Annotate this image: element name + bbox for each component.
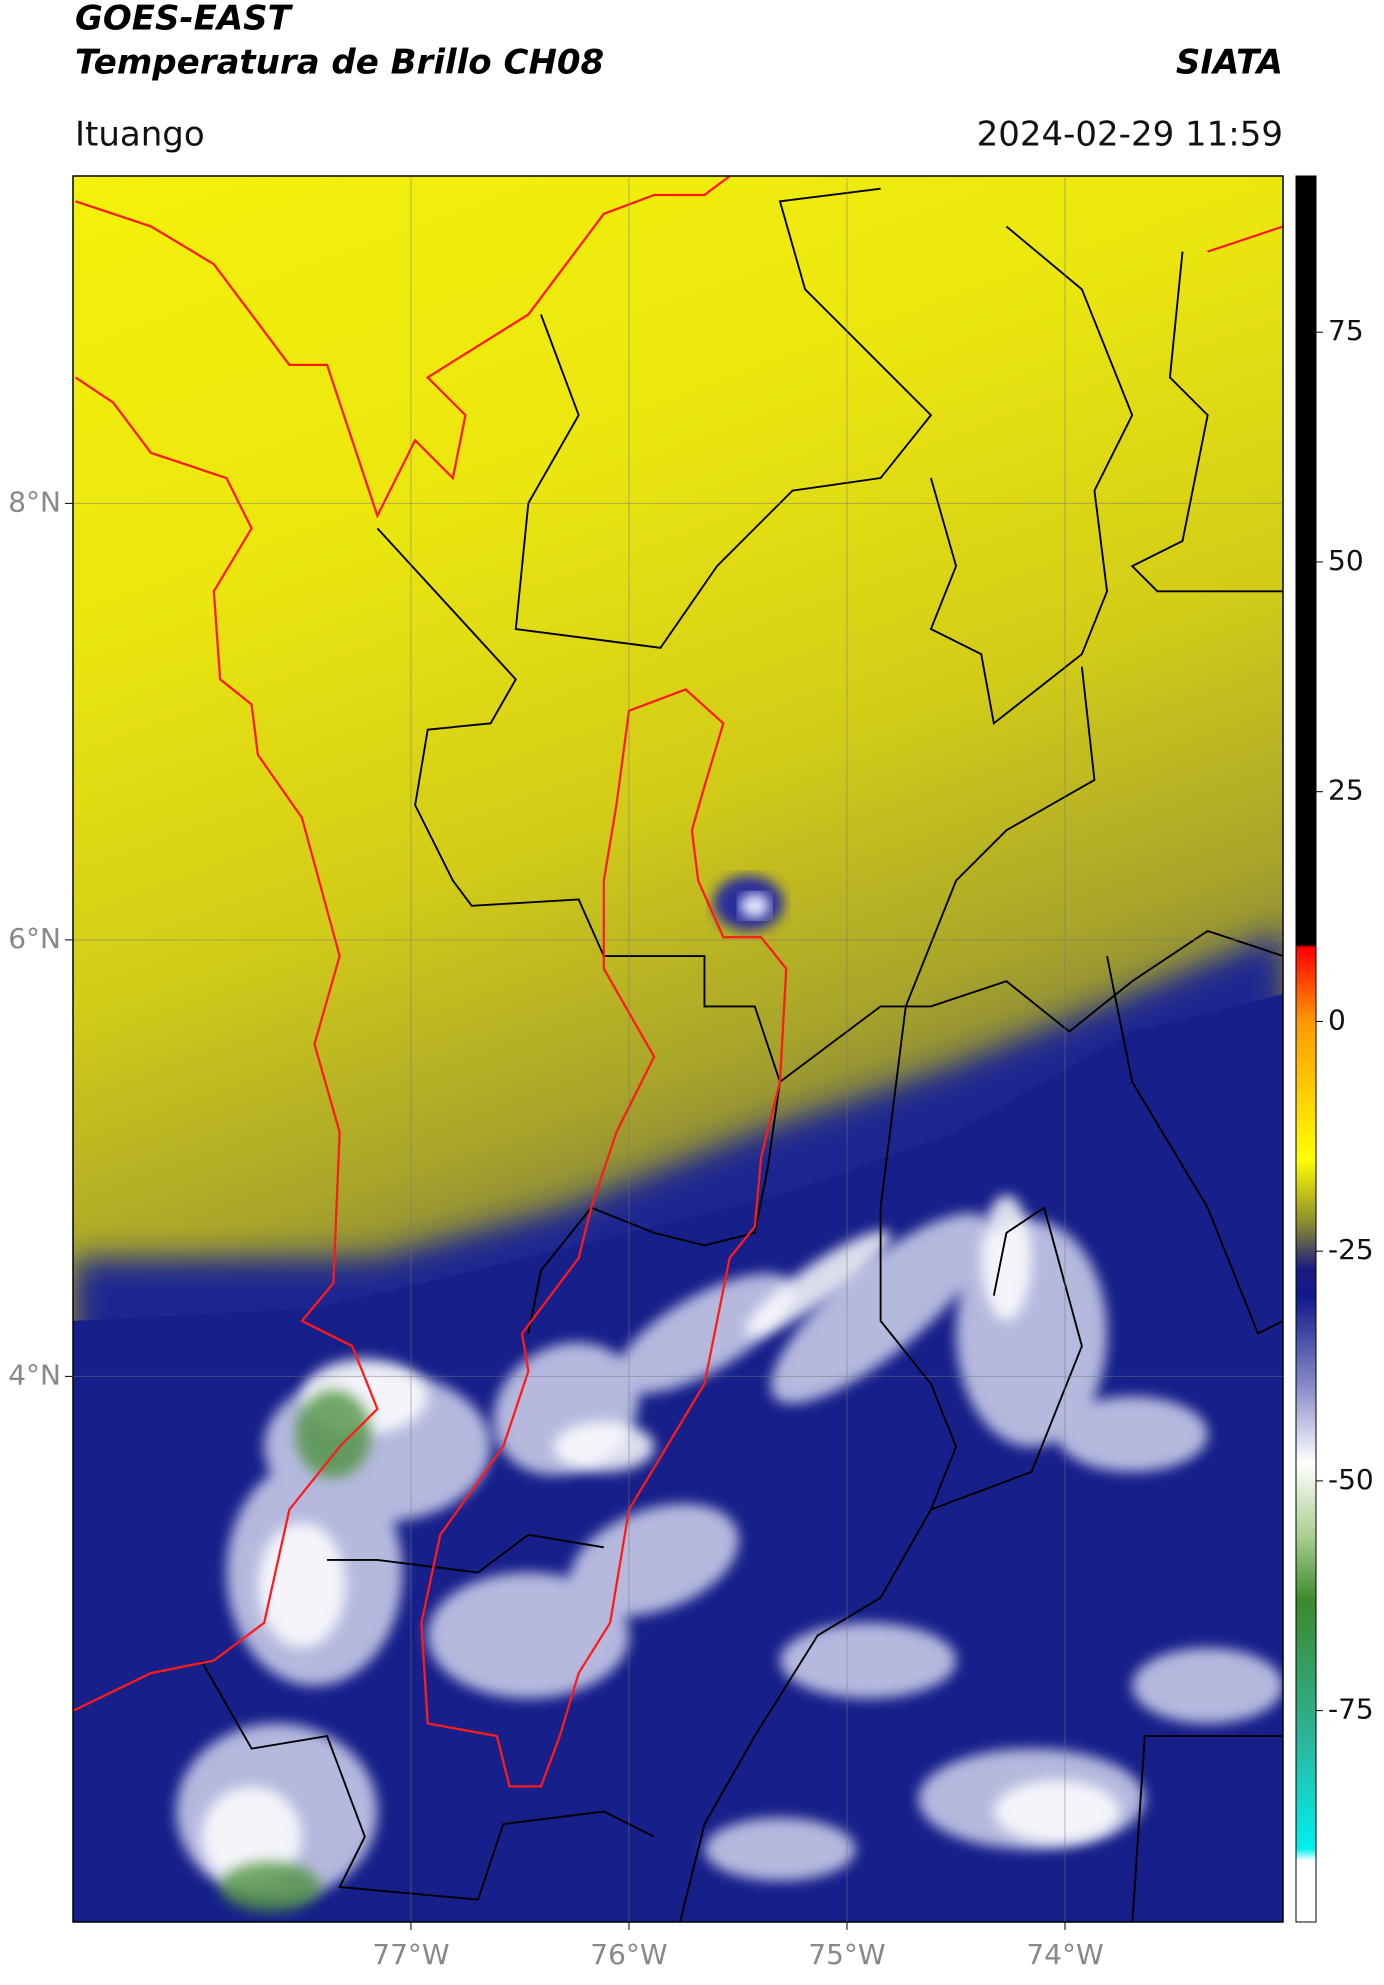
map bbox=[73, 176, 1283, 1922]
agency: SIATA bbox=[1176, 43, 1283, 83]
colorbar-tick-label: -25 bbox=[1328, 1233, 1374, 1266]
y-tick-label: 8°N bbox=[8, 485, 61, 518]
y-tick-label: 6°N bbox=[8, 922, 61, 955]
cloud-field bbox=[73, 176, 1283, 1922]
x-tick-label: 74°W bbox=[1026, 1938, 1103, 1971]
colorbar-tick-label: 25 bbox=[1328, 774, 1364, 807]
map-frame bbox=[72, 175, 1284, 1923]
y-tick-label: 4°N bbox=[8, 1358, 61, 1391]
colorbar-tick-label: 50 bbox=[1328, 544, 1364, 577]
title: GOES-EAST bbox=[75, 0, 294, 39]
colorbar-tick-label: 0 bbox=[1328, 1003, 1346, 1036]
colorbar-tick-label: -50 bbox=[1328, 1463, 1374, 1496]
colorbar-tick-label: -75 bbox=[1328, 1693, 1374, 1726]
colorbar bbox=[1295, 175, 1317, 1923]
colorbar-tick-label: 75 bbox=[1328, 314, 1364, 347]
x-tick-label: 77°W bbox=[372, 1938, 449, 1971]
timestamp: 2024-02-29 11:59 bbox=[977, 115, 1283, 155]
subtitle: Temperatura de Brillo CH08 bbox=[75, 43, 604, 83]
location: Ituango bbox=[75, 115, 205, 155]
x-tick-label: 76°W bbox=[590, 1938, 667, 1971]
x-tick-label: 75°W bbox=[808, 1938, 885, 1971]
